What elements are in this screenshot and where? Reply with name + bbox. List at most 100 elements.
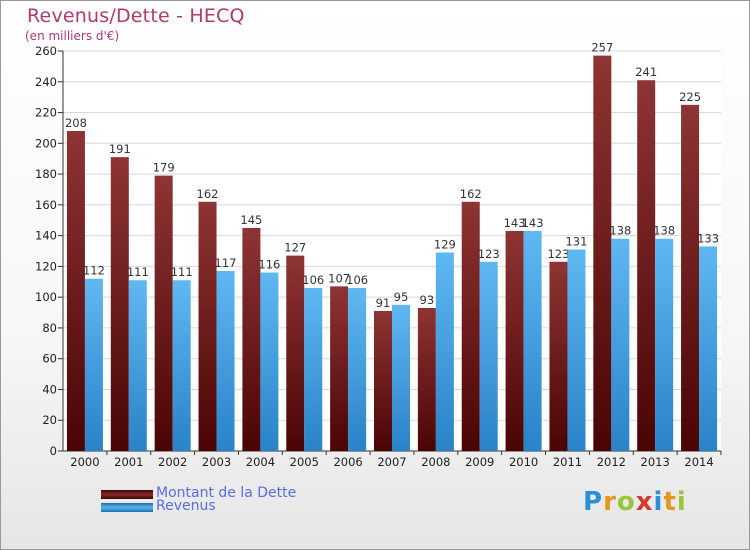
data-label-dette: 127 (284, 241, 306, 255)
x-tick-label: 2002 (158, 455, 187, 469)
bar-revenus (567, 249, 586, 451)
legend-swatch-dette (101, 490, 153, 499)
bar-dette (637, 80, 656, 451)
x-tick-label: 2007 (377, 455, 406, 469)
data-label-dette: 162 (197, 187, 219, 201)
y-tick-label: 200 (35, 136, 57, 150)
data-label-dette: 179 (153, 161, 175, 175)
data-label-dette: 145 (240, 213, 262, 227)
data-label-revenus: 111 (171, 265, 193, 279)
bar-dette (374, 311, 392, 451)
data-label-dette: 107 (328, 271, 350, 285)
bar-dette (330, 286, 349, 451)
data-label-revenus: 123 (478, 247, 500, 261)
bar-dette (110, 157, 129, 451)
data-label-revenus: 106 (302, 273, 324, 287)
bar-dette (154, 175, 173, 451)
brand-letter: i (676, 487, 687, 517)
bar-revenus (699, 246, 718, 451)
bar-dette (681, 104, 700, 451)
data-label-revenus: 138 (653, 224, 675, 238)
x-tick-label: 2013 (641, 455, 670, 469)
y-tick-label: 140 (35, 229, 57, 243)
y-tick-label: 220 (35, 106, 57, 120)
x-tick-label: 2001 (114, 455, 143, 469)
bar-dette (549, 261, 568, 451)
x-tick-label: 2006 (333, 455, 362, 469)
data-label-dette: 91 (376, 296, 391, 310)
bar-revenus (611, 238, 630, 451)
brand-letter: P (583, 487, 604, 517)
x-tick-label: 2012 (597, 455, 626, 469)
data-label-revenus: 111 (127, 265, 149, 279)
bar-dette (66, 131, 85, 451)
bar-dette (286, 255, 305, 451)
y-tick-label: 260 (35, 44, 57, 58)
brand-letter: o (616, 487, 636, 517)
legend-swatch-revenus (101, 503, 153, 512)
y-tick-label: 100 (35, 290, 57, 304)
data-label-dette: 208 (65, 116, 87, 130)
bar-dette (505, 231, 524, 451)
y-tick-label: 160 (35, 198, 57, 212)
bar-revenus (304, 287, 323, 451)
x-tick-label: 2005 (290, 455, 319, 469)
bar-dette (198, 201, 217, 451)
bar-revenus (655, 238, 674, 451)
y-tick-label: 60 (42, 352, 57, 366)
legend-label-dette: Montant de la Dette (156, 485, 297, 501)
brand-letter: x (635, 487, 654, 517)
bar-revenus (84, 278, 103, 451)
bar-dette (242, 227, 261, 451)
bar-revenus (392, 304, 410, 451)
bar-revenus (172, 280, 191, 451)
y-tick-label: 180 (35, 167, 57, 181)
data-label-revenus: 116 (258, 258, 280, 272)
data-label-revenus: 138 (609, 224, 631, 238)
y-tick-label: 240 (35, 75, 57, 89)
data-label-revenus: 112 (83, 264, 105, 278)
x-tick-label: 2004 (246, 455, 275, 469)
data-label-revenus: 133 (697, 231, 719, 245)
brand-letter: t (663, 487, 677, 517)
brand-letter: i (653, 487, 664, 517)
x-tick-label: 2008 (421, 455, 450, 469)
data-label-revenus: 129 (434, 238, 456, 252)
chart-subtitle: (en milliers d'€) (25, 29, 120, 43)
data-label-revenus: 95 (394, 290, 409, 304)
bar-revenus (479, 261, 498, 451)
y-tick-label: 0 (50, 444, 57, 458)
bar-revenus (523, 231, 542, 451)
brand-letter: r (603, 487, 617, 517)
data-label-dette: 123 (547, 247, 569, 261)
bar-revenus (216, 271, 235, 451)
data-label-dette: 257 (591, 41, 613, 55)
data-label-revenus: 106 (346, 273, 368, 287)
proxiti-logo: Proxiti (583, 487, 687, 517)
bar-revenus (260, 272, 279, 451)
data-label-dette: 162 (460, 187, 482, 201)
y-tick-label: 20 (42, 413, 57, 427)
data-label-revenus: 117 (215, 256, 237, 270)
data-label-revenus: 131 (565, 234, 587, 248)
legend-label-revenus: Revenus (156, 498, 216, 514)
data-label-dette: 93 (420, 293, 435, 307)
data-label-dette: 191 (109, 142, 131, 156)
y-tick-label: 40 (42, 382, 57, 396)
data-label-dette: 225 (679, 90, 701, 104)
data-label-dette: 241 (635, 65, 657, 79)
x-tick-label: 2014 (684, 455, 713, 469)
data-label-dette: 143 (504, 216, 526, 230)
bar-dette (593, 55, 612, 451)
bar-revenus (128, 280, 147, 451)
y-tick-label: 80 (42, 321, 57, 335)
chart-title: Revenus/Dette - HECQ (27, 5, 245, 27)
bar-revenus (348, 287, 367, 451)
y-tick-label: 120 (35, 259, 57, 273)
x-tick-label: 2003 (202, 455, 231, 469)
x-tick-label: 2009 (465, 455, 494, 469)
bar-dette (417, 307, 436, 451)
x-tick-label: 2011 (553, 455, 582, 469)
